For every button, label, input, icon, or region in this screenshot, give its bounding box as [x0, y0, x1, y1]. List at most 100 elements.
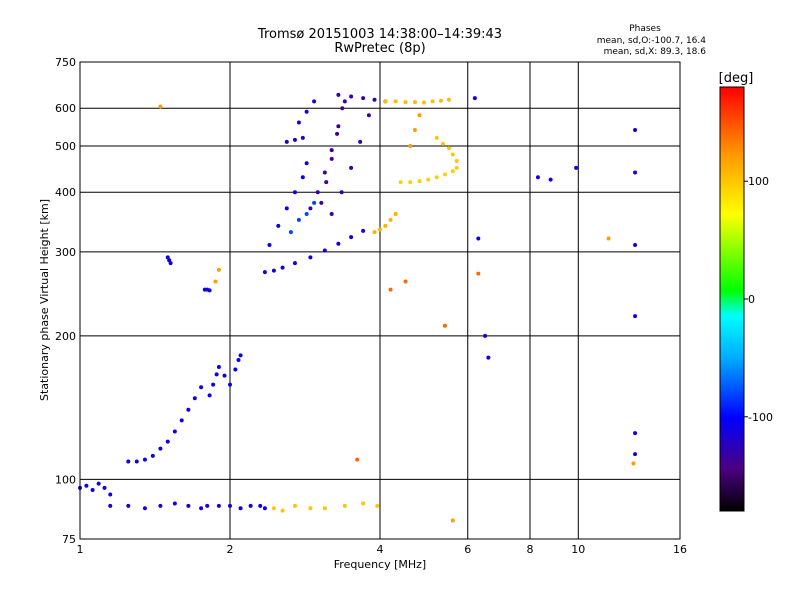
data-point [342, 503, 347, 508]
data-point [372, 230, 377, 235]
data-point [304, 161, 309, 166]
data-point [300, 135, 305, 140]
data-point [308, 206, 313, 211]
data-point [412, 128, 417, 133]
data-point [292, 190, 297, 195]
data-point [633, 314, 638, 319]
y-tick-label: 100 [55, 473, 76, 486]
data-point [339, 190, 344, 195]
data-point [633, 243, 638, 248]
data-point [236, 357, 241, 362]
data-point [276, 223, 281, 228]
data-point [476, 271, 481, 276]
data-point [108, 492, 113, 497]
data-point [267, 243, 272, 248]
x-tick-label: 2 [227, 543, 234, 556]
data-point [216, 267, 221, 272]
stats-line-x: mean, sd,X: 89.3, 18.6 [604, 47, 707, 57]
data-point [340, 106, 345, 111]
data-point [300, 175, 305, 180]
stats-heading: Phases [629, 24, 661, 34]
data-point [233, 367, 238, 372]
data-point [442, 323, 447, 328]
data-point [312, 99, 317, 104]
data-point [388, 287, 393, 292]
data-point [329, 212, 334, 217]
data-point [192, 396, 197, 401]
data-point [284, 139, 289, 144]
data-point [398, 180, 403, 185]
data-point [446, 146, 451, 151]
data-point [378, 227, 382, 232]
data-point [280, 508, 285, 513]
data-point [205, 503, 210, 508]
data-point [262, 270, 267, 275]
data-point [292, 503, 297, 508]
data-point [438, 98, 443, 103]
data-point [216, 503, 221, 508]
data-point [280, 265, 285, 270]
y-tick-label: 200 [55, 330, 76, 343]
data-point [211, 382, 216, 387]
data-point [296, 120, 301, 125]
data-point [165, 439, 170, 444]
data-point [335, 131, 340, 136]
data-point [258, 503, 263, 508]
data-point [342, 99, 347, 104]
data-point [296, 217, 301, 222]
data-point [336, 92, 341, 97]
data-point [361, 96, 366, 101]
data-point [454, 159, 459, 164]
data-point [284, 206, 289, 211]
data-point [417, 113, 422, 118]
data-point [186, 503, 191, 508]
data-point [483, 333, 488, 338]
colorbar-tick-label: -100 [748, 411, 773, 424]
colorbar-tick-label: 100 [748, 175, 769, 188]
data-point [393, 99, 398, 104]
data-point [574, 165, 579, 170]
data-point [486, 355, 491, 360]
data-point [142, 506, 147, 511]
data-point [213, 279, 218, 284]
data-point [417, 179, 422, 184]
data-point [366, 113, 371, 118]
data-point [84, 483, 89, 488]
data-point [186, 407, 191, 412]
data-point [388, 217, 393, 222]
data-point [421, 100, 426, 105]
data-point [408, 143, 413, 148]
data-point [548, 177, 553, 182]
data-point [199, 506, 204, 511]
data-point [158, 446, 163, 451]
data-point [308, 506, 313, 511]
y-tick-label: 600 [55, 102, 76, 115]
data-point [358, 139, 363, 144]
data-point [304, 109, 309, 114]
data-point [329, 156, 334, 161]
data-point [472, 96, 477, 101]
data-point [150, 453, 155, 458]
x-tick-label: 1 [77, 543, 84, 556]
data-point [158, 104, 163, 109]
data-point [442, 172, 447, 177]
data-point [446, 97, 451, 102]
x-tick-label: 16 [673, 543, 687, 556]
data-point [393, 212, 398, 217]
y-tick-label: 400 [55, 186, 76, 199]
data-point [172, 429, 177, 434]
data-point [222, 373, 227, 378]
x-tick-label: 6 [464, 543, 471, 556]
data-point [412, 100, 417, 105]
data-point [375, 503, 380, 508]
data-point [322, 248, 327, 253]
data-point [450, 152, 455, 157]
y-axis-ticks: 75 100 200 300 400 500 600 750 [55, 56, 76, 546]
data-point [179, 418, 184, 423]
grid [80, 62, 680, 539]
data-point [199, 385, 204, 390]
data-point [319, 200, 324, 205]
y-tick-label: 750 [55, 56, 76, 69]
y-tick-label: 500 [55, 140, 76, 153]
